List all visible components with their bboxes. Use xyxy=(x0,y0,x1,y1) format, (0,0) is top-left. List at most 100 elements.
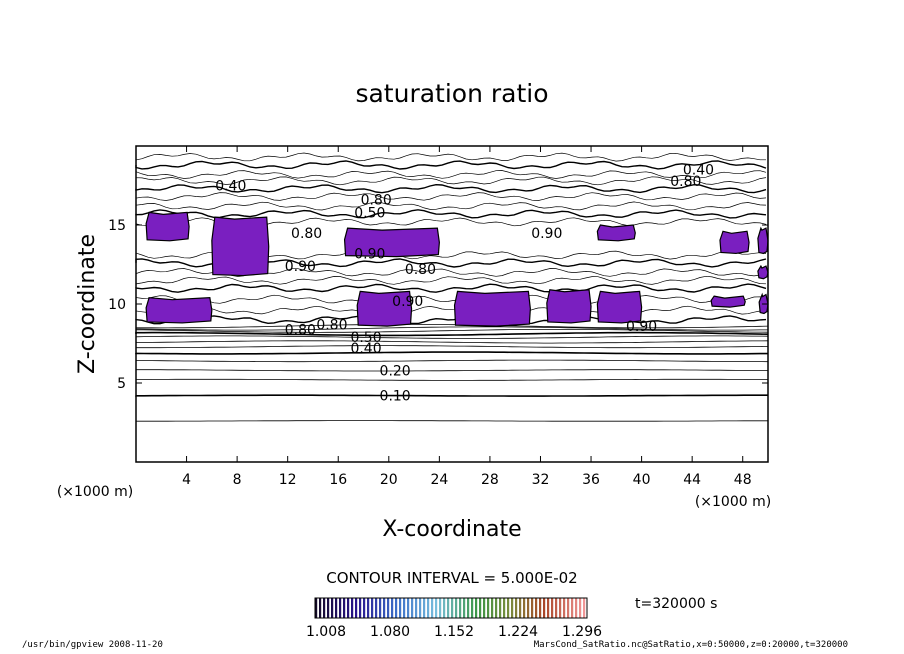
colorbar-cell xyxy=(407,598,410,618)
colorbar-cell xyxy=(363,598,366,618)
contour-line xyxy=(135,209,767,219)
colorbar-cell xyxy=(515,598,518,618)
colorbar-cell xyxy=(575,598,578,618)
contour-line xyxy=(135,324,769,329)
colorbar-cell xyxy=(471,598,474,618)
colorbar-cell xyxy=(315,598,318,618)
colorbar-tick-label: 1.080 xyxy=(370,624,410,640)
colorbar-cell xyxy=(339,598,342,618)
chart-title: saturation ratio xyxy=(355,79,548,108)
contour-line xyxy=(135,378,768,381)
contour-line xyxy=(135,314,767,325)
contour-label: 0.50 xyxy=(350,330,381,346)
footer-left: /usr/bin/gpview 2008-11-20 xyxy=(22,640,163,650)
colorbar-cell xyxy=(459,598,462,618)
x-tick-label: 16 xyxy=(329,472,347,488)
colorbar-cell xyxy=(507,598,510,618)
colorbar-cell xyxy=(539,598,542,618)
colorbar-cell xyxy=(535,598,538,618)
supersaturated-region xyxy=(145,211,190,242)
x-tick-label: 32 xyxy=(532,472,550,488)
colorbar-cell xyxy=(323,598,326,618)
contour-line xyxy=(135,394,768,397)
x-tick-label: 24 xyxy=(430,472,448,488)
x-axis-label: X-coordinate xyxy=(382,517,521,542)
contour-label: 0.90 xyxy=(626,319,657,335)
contour-label: 0.90 xyxy=(285,259,316,275)
x-tick-label: 48 xyxy=(734,472,752,488)
contour-line xyxy=(135,192,767,201)
supersaturated-region xyxy=(596,290,643,324)
colorbar-cell xyxy=(447,598,450,618)
colorbar-cell xyxy=(399,598,402,618)
colorbar-tick-label: 1.296 xyxy=(562,624,602,640)
supersaturated-region xyxy=(211,216,270,277)
footer-right: MarsCond_SatRatio.nc@SatRatio,x=0:50000,… xyxy=(533,640,848,650)
colorbar-cell xyxy=(367,598,370,618)
colorbar-cell xyxy=(527,598,530,618)
colorbar-cell xyxy=(387,598,390,618)
x-unit-left: (×1000 m) xyxy=(57,484,133,500)
supersaturated-region xyxy=(719,230,750,255)
colorbar-cell xyxy=(551,598,554,618)
x-unit-right: (×1000 m) xyxy=(695,494,771,510)
colorbar-cell xyxy=(571,598,574,618)
contour-lines xyxy=(135,152,769,422)
x-axis-ticks: 4 8 12 16 20 24 28 32 36 40 44 48 xyxy=(182,146,752,488)
contour-label: 0.80 xyxy=(285,322,316,338)
colorbar-cell xyxy=(475,598,478,618)
colorbar-cell xyxy=(583,598,586,618)
colorbar-cell xyxy=(343,598,346,618)
colorbar-cell xyxy=(455,598,458,618)
colorbar-cell xyxy=(451,598,454,618)
contour-line xyxy=(135,275,767,285)
colorbar-cell xyxy=(379,598,382,618)
colorbar-tick-label: 1.224 xyxy=(498,624,538,640)
contour-line xyxy=(135,160,767,170)
colorbar-cell xyxy=(415,598,418,618)
contour-label: 0.90 xyxy=(392,294,423,310)
contour-line xyxy=(135,283,767,293)
colorbar-cell xyxy=(431,598,434,618)
colorbar-cell xyxy=(547,598,550,618)
colorbar-cell xyxy=(359,598,362,618)
supersaturated-region xyxy=(710,295,746,308)
colorbar-cell xyxy=(395,598,398,618)
colorbar-cell xyxy=(523,598,526,618)
contour-label: 0.80 xyxy=(316,318,347,334)
contour-line xyxy=(135,359,769,363)
colorbar-cell xyxy=(567,598,570,618)
contour-line xyxy=(135,268,767,277)
colorbar-cell xyxy=(443,598,446,618)
contour-label: 0.80 xyxy=(291,226,322,242)
colorbar-cell xyxy=(411,598,414,618)
contour-label: 0.80 xyxy=(405,262,436,278)
x-tick-label: 4 xyxy=(182,472,191,488)
contour-line xyxy=(135,294,767,304)
y-tick-label: 5 xyxy=(117,376,126,392)
colorbar-frame xyxy=(314,597,588,619)
colorbar-cell xyxy=(499,598,502,618)
contour-label: 0.40 xyxy=(215,179,246,195)
contour-interval-text: CONTOUR INTERVAL = 5.000E-02 xyxy=(326,569,577,587)
contour-label: 0.80 xyxy=(670,174,701,190)
colorbar-ticks: 1.008 1.080 1.152 1.224 1.296 xyxy=(306,624,602,640)
colorbar-cell xyxy=(503,598,506,618)
y-tick-label: 10 xyxy=(108,297,126,313)
contour-line xyxy=(135,326,768,331)
supersaturated-region xyxy=(596,224,636,242)
contour-label: 0.90 xyxy=(531,226,562,242)
colorbar-cell xyxy=(463,598,466,618)
colorbar-cell xyxy=(383,598,386,618)
colorbar-cell xyxy=(543,598,546,618)
contour-line xyxy=(135,201,767,211)
colorbar-cell xyxy=(375,598,378,618)
contour-line xyxy=(135,369,768,372)
x-tick-label: 28 xyxy=(481,472,499,488)
contour-line xyxy=(135,351,768,355)
contour-line xyxy=(135,329,769,333)
contour-line xyxy=(135,331,769,337)
supersaturated-regions xyxy=(145,211,769,327)
contour-line xyxy=(135,152,766,162)
